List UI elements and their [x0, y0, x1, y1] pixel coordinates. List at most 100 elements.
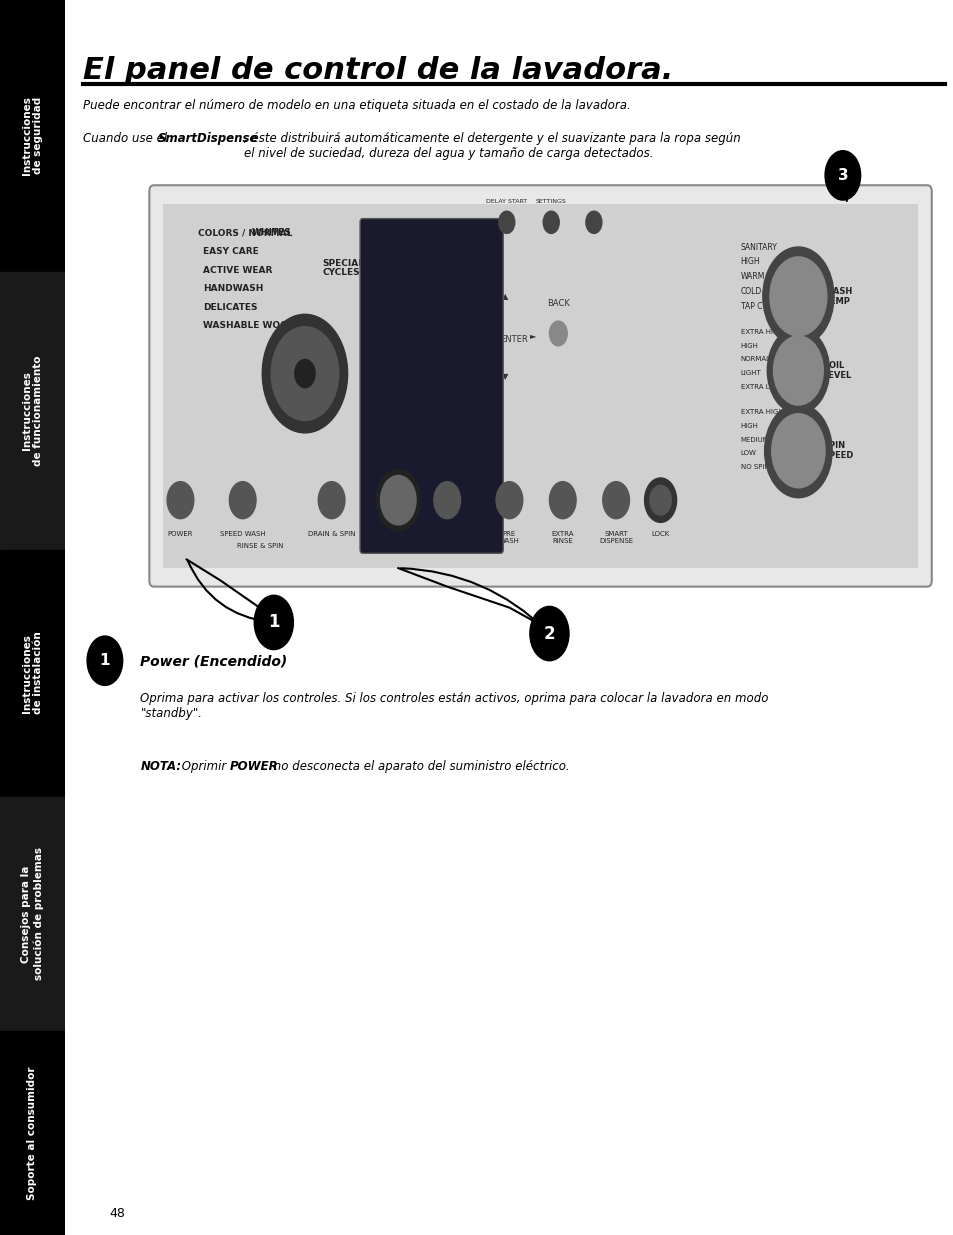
- Text: 2: 2: [543, 625, 555, 642]
- Text: TAP COLD: TAP COLD: [740, 301, 778, 311]
- Text: SPECIAL: SPECIAL: [322, 259, 364, 268]
- Circle shape: [271, 327, 338, 420]
- Text: NORMAL: NORMAL: [740, 357, 770, 362]
- Text: 1: 1: [99, 653, 110, 668]
- Circle shape: [773, 336, 822, 405]
- Circle shape: [649, 485, 671, 515]
- Circle shape: [434, 482, 460, 519]
- Text: WASHABLE WOOLS: WASHABLE WOOLS: [202, 321, 299, 330]
- Text: START
PAUSE: START PAUSE: [387, 534, 409, 547]
- Text: Soporte al consumidor: Soporte al consumidor: [28, 1066, 37, 1200]
- Text: ▼: ▼: [501, 372, 508, 382]
- Text: RINSE & SPIN: RINSE & SPIN: [237, 543, 283, 550]
- Text: POWER: POWER: [229, 760, 277, 773]
- Circle shape: [763, 404, 831, 498]
- Circle shape: [771, 414, 824, 488]
- Text: EXTRA
RINSE: EXTRA RINSE: [551, 531, 574, 545]
- Text: DRAIN & SPIN: DRAIN & SPIN: [308, 531, 355, 537]
- Bar: [0, 272, 65, 550]
- Text: Oprimir: Oprimir: [177, 760, 230, 773]
- FancyBboxPatch shape: [359, 219, 502, 553]
- Circle shape: [167, 482, 193, 519]
- Circle shape: [375, 469, 420, 531]
- Text: WHITES: WHITES: [252, 228, 291, 237]
- Circle shape: [294, 359, 314, 388]
- Text: Cuando use el: Cuando use el: [83, 132, 171, 146]
- Circle shape: [87, 636, 123, 685]
- Text: Instrucciones
de seguridad: Instrucciones de seguridad: [22, 96, 43, 175]
- Text: LIGHT: LIGHT: [740, 370, 760, 375]
- Text: HIGH: HIGH: [740, 343, 758, 348]
- Circle shape: [646, 482, 673, 519]
- Text: , éste distribuirá automáticamente el detergente y el suavizante para la ropa se: , éste distribuirá automáticamente el de…: [244, 132, 740, 161]
- Text: Instrucciones
de funcionamiento: Instrucciones de funcionamiento: [22, 356, 43, 466]
- Text: ▲: ▲: [501, 291, 508, 301]
- Circle shape: [229, 482, 255, 519]
- Text: LOCK: LOCK: [651, 531, 669, 537]
- Text: POWER: POWER: [168, 531, 193, 537]
- Circle shape: [262, 314, 347, 433]
- Circle shape: [769, 257, 826, 336]
- Text: WARM: WARM: [740, 272, 764, 282]
- Circle shape: [498, 211, 515, 233]
- Circle shape: [585, 211, 601, 233]
- Text: no desconecta el aparato del suministro eléctrico.: no desconecta el aparato del suministro …: [270, 760, 569, 773]
- Text: ◄: ◄: [473, 331, 479, 341]
- Circle shape: [380, 475, 416, 525]
- Text: DELICATES: DELICATES: [202, 303, 257, 311]
- Text: El panel de control de la lavadora.: El panel de control de la lavadora.: [83, 56, 672, 84]
- Text: SOIL
LEVEL: SOIL LEVEL: [822, 361, 851, 380]
- Text: ACTIVE WEAR: ACTIVE WEAR: [202, 266, 272, 274]
- Text: COLD: COLD: [740, 287, 761, 296]
- Text: SPIN
SPEED: SPIN SPEED: [822, 441, 853, 461]
- Text: SETTINGS: SETTINGS: [536, 199, 566, 204]
- Text: CYCLES: CYCLES: [322, 268, 360, 277]
- Text: EASY CARE: EASY CARE: [202, 247, 258, 256]
- Text: COLORS / NORMAL: COLORS / NORMAL: [198, 228, 293, 237]
- Text: MEDIUM: MEDIUM: [740, 437, 768, 442]
- Bar: [0, 0, 65, 272]
- Text: HIGH: HIGH: [740, 257, 760, 267]
- Circle shape: [549, 321, 567, 346]
- Circle shape: [254, 595, 294, 650]
- Text: ►: ►: [530, 331, 537, 341]
- Circle shape: [318, 482, 345, 519]
- Text: 1: 1: [268, 614, 279, 631]
- Circle shape: [529, 606, 568, 661]
- Bar: [0, 1031, 65, 1235]
- Text: SANITARY: SANITARY: [740, 242, 777, 252]
- Bar: [163, 204, 918, 568]
- Text: Consejos para la
solución de problemas: Consejos para la solución de problemas: [21, 847, 44, 981]
- FancyBboxPatch shape: [150, 185, 931, 587]
- Text: SMART
DISPENSE: SMART DISPENSE: [598, 531, 633, 545]
- Text: NOTA:: NOTA:: [140, 760, 181, 773]
- Circle shape: [824, 151, 860, 200]
- Text: PRE
WASH: PRE WASH: [498, 531, 519, 545]
- Text: LOW: LOW: [740, 451, 756, 456]
- Text: EXTRA HIGH: EXTRA HIGH: [740, 410, 782, 415]
- Text: 3: 3: [837, 168, 847, 183]
- Circle shape: [762, 247, 833, 346]
- Text: EXTRA LIGHT: EXTRA LIGHT: [740, 384, 785, 389]
- Text: Power (Encendido): Power (Encendido): [140, 655, 288, 668]
- Text: SmartDispense: SmartDispense: [157, 132, 257, 146]
- Text: HANDWASH: HANDWASH: [202, 284, 263, 293]
- Text: Puede encontrar el número de modelo en una etiqueta situada en el costado de la : Puede encontrar el número de modelo en u…: [83, 99, 630, 112]
- Circle shape: [602, 482, 629, 519]
- Text: Instrucciones
de instalación: Instrucciones de instalación: [22, 631, 43, 715]
- Text: MY
CYCLE: MY CYCLE: [436, 531, 457, 545]
- Text: WASH
TEMP: WASH TEMP: [824, 287, 852, 306]
- Text: EXTRA HIGH: EXTRA HIGH: [740, 330, 782, 335]
- Text: BACK: BACK: [546, 299, 569, 308]
- Text: Oprima para activar los controles. Si los controles están activos, oprima para c: Oprima para activar los controles. Si lo…: [140, 692, 768, 720]
- Text: DELAY START: DELAY START: [486, 199, 527, 204]
- Text: NO SPIN: NO SPIN: [740, 464, 768, 469]
- Text: SPEED WASH: SPEED WASH: [219, 531, 265, 537]
- Text: HIGH: HIGH: [740, 424, 758, 429]
- Bar: [0, 550, 65, 797]
- Circle shape: [542, 211, 558, 233]
- Circle shape: [496, 482, 522, 519]
- Circle shape: [549, 482, 576, 519]
- Circle shape: [766, 327, 829, 414]
- Bar: [0, 797, 65, 1031]
